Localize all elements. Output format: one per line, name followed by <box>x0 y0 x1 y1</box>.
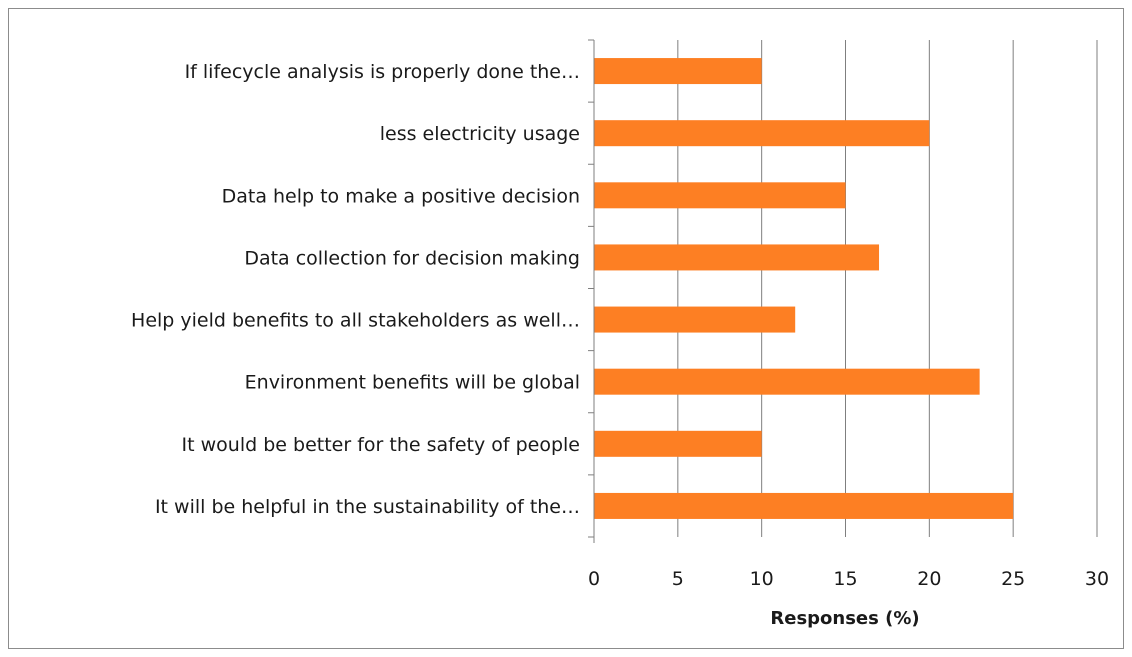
bar <box>594 368 980 395</box>
bar <box>594 306 796 333</box>
grid-layer <box>677 40 1098 537</box>
bar <box>594 244 880 271</box>
bar <box>594 430 762 457</box>
x-tick-label: 20 <box>917 568 941 590</box>
category-label: Help yield benefits to all stakeholders … <box>131 310 580 332</box>
x-tick-label: 30 <box>1085 568 1109 590</box>
bar <box>594 492 1014 519</box>
category-label: If lifecycle analysis is properly done t… <box>185 61 580 83</box>
category-label: less electricity usage <box>380 123 580 145</box>
x-tick-label: 10 <box>750 568 774 590</box>
x-tick-label: 0 <box>588 568 600 590</box>
x-tick-label: 25 <box>1001 568 1025 590</box>
chart-frame <box>8 8 1124 649</box>
x-tick-label: 5 <box>672 568 684 590</box>
bar <box>594 58 762 85</box>
label-layer: 0 5 10 15 20 25 30 If lifecycle analysis is pro… <box>131 61 1109 590</box>
bar <box>594 120 930 147</box>
x-tick-label: 15 <box>833 568 857 590</box>
bar <box>594 182 846 209</box>
category-label: Data collection for decision making <box>244 247 580 269</box>
category-label: Data help to make a positive decision <box>222 185 580 207</box>
category-label: Environment benefits will be global <box>245 372 580 394</box>
x-axis-title: Responses (%) <box>770 608 919 629</box>
axis-layer <box>588 39 595 543</box>
category-label: It would be better for the safety of peo… <box>182 434 580 456</box>
category-label: It will be helpful in the sustainability… <box>155 496 580 518</box>
bar-layer <box>594 58 1014 519</box>
